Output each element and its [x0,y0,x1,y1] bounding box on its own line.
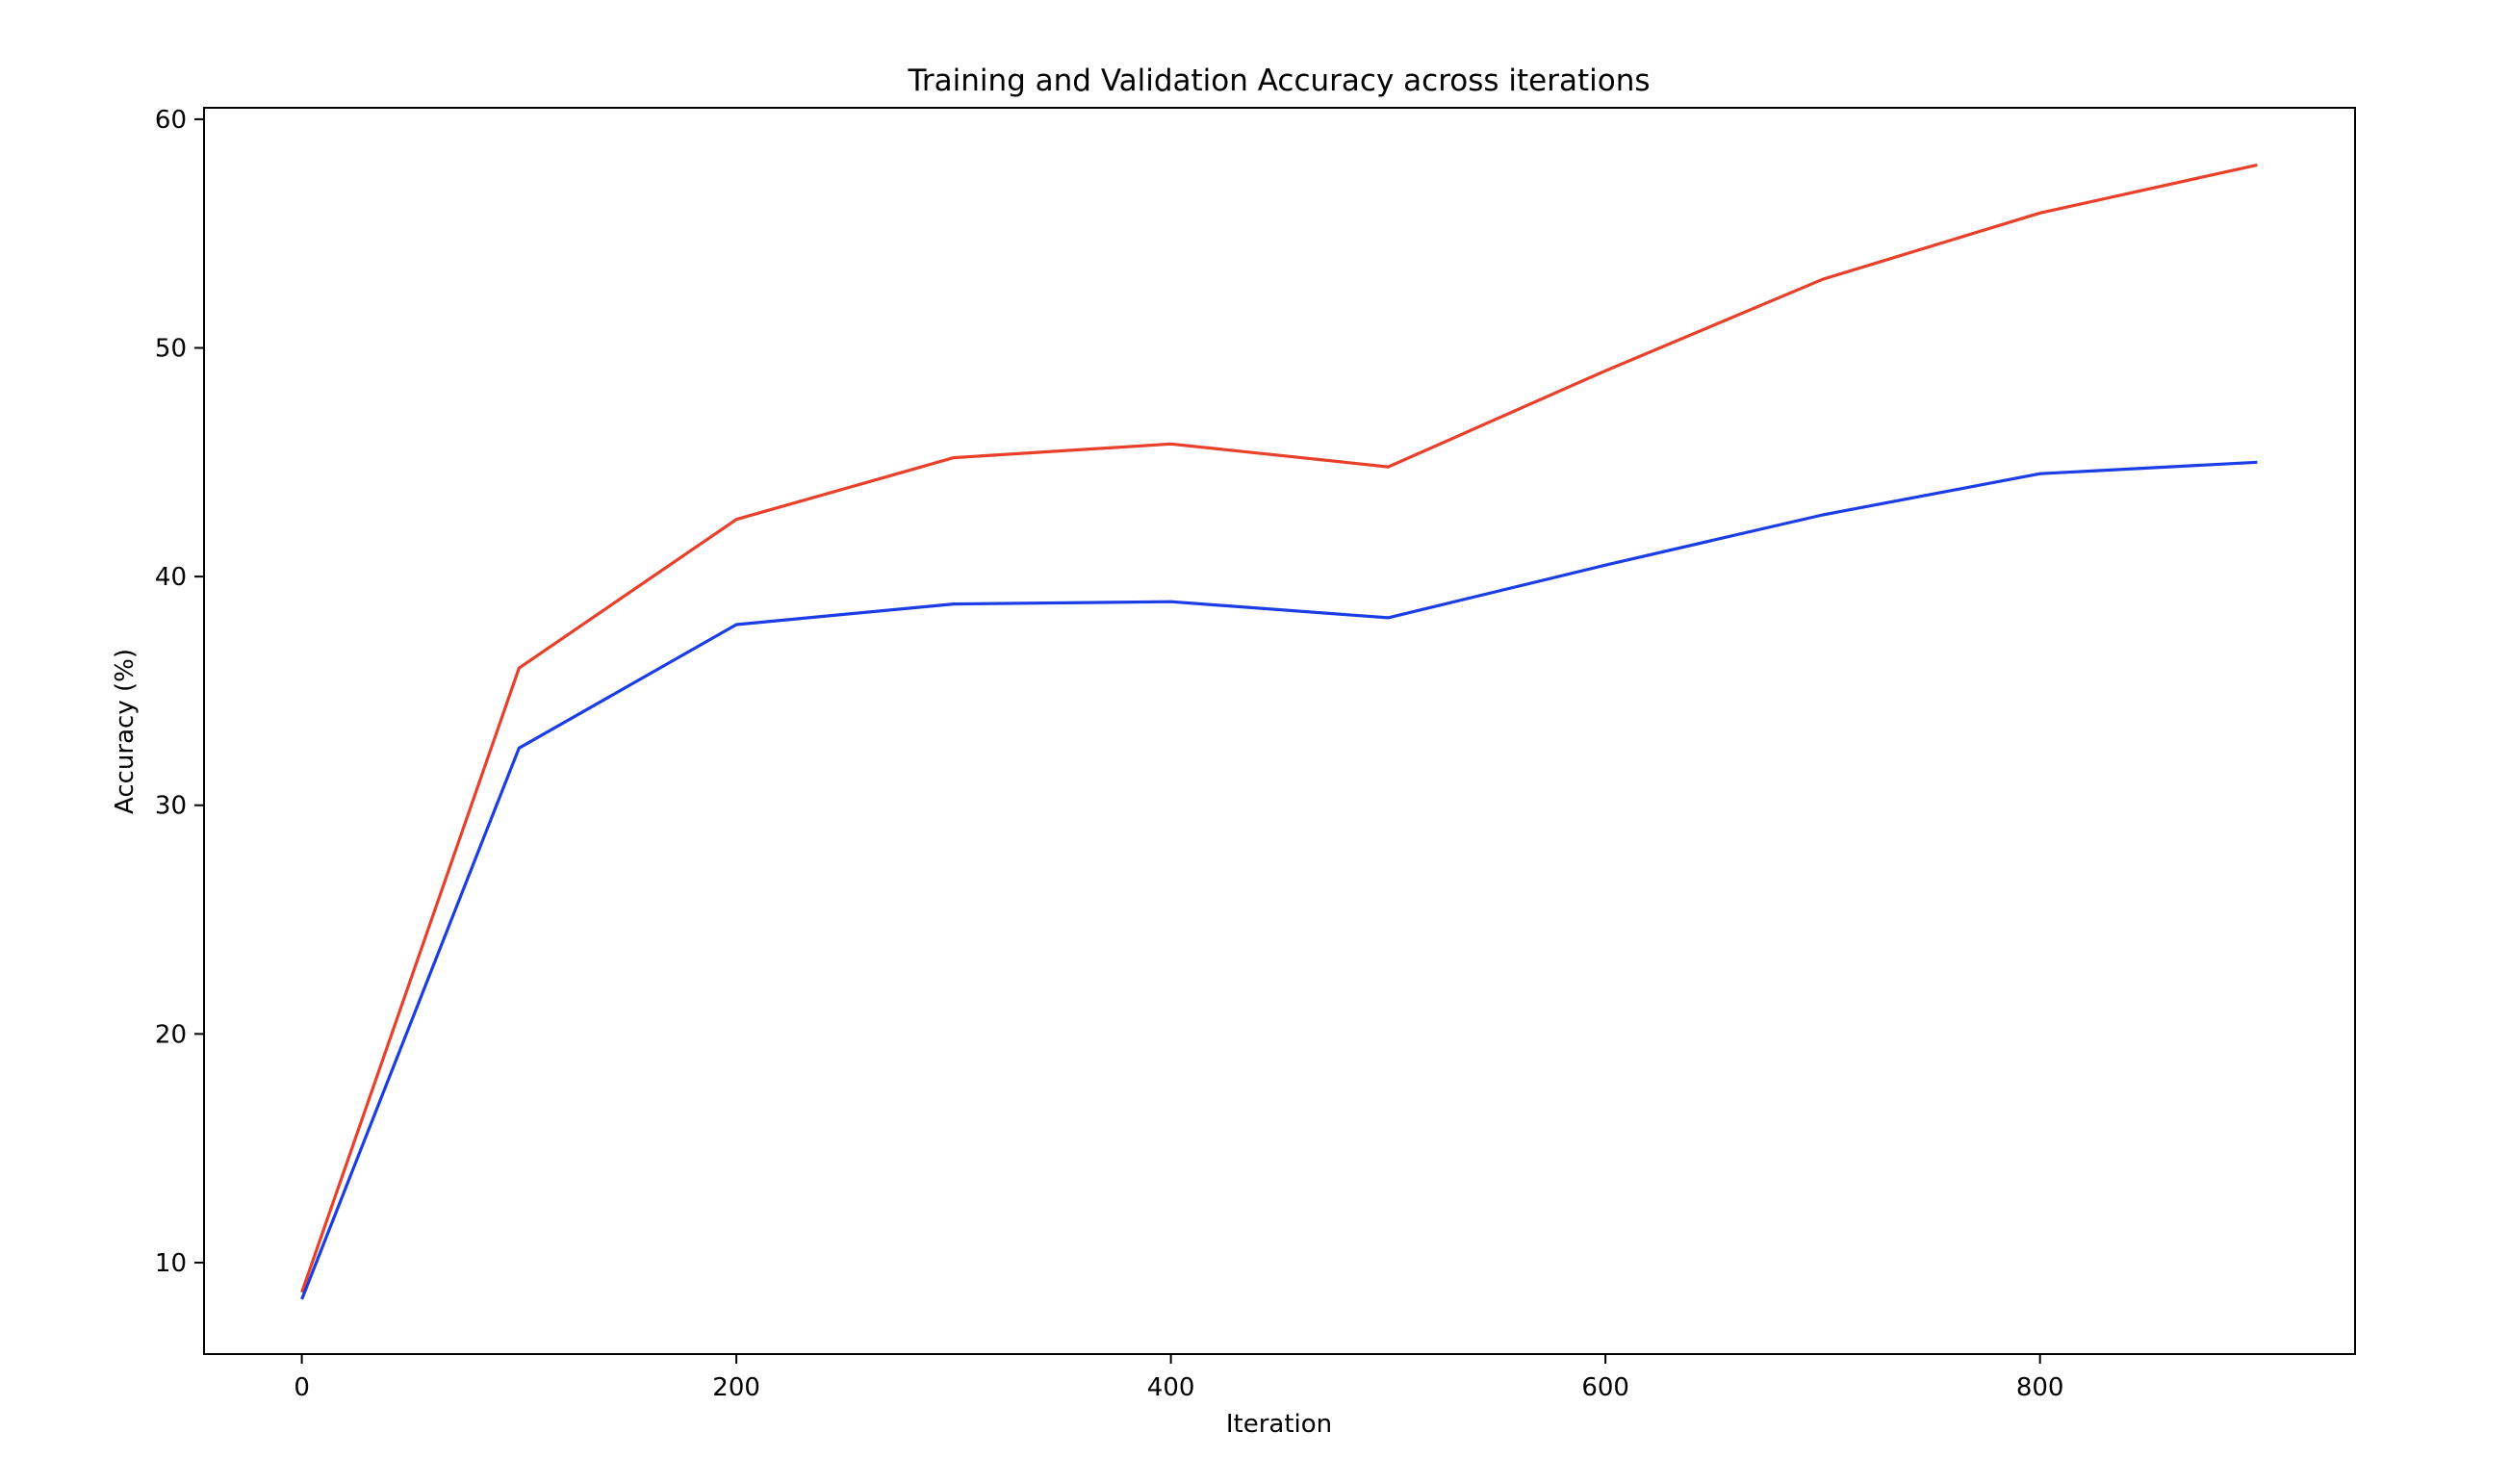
y-tick-label: 60 [155,106,187,135]
y-tick-label: 10 [155,1249,187,1278]
series-line-1 [300,163,2258,1293]
y-tick-label: 20 [155,1020,187,1049]
y-axis-label: Accuracy (%) [111,649,140,814]
chart-title: Training and Validation Accuracy across … [907,64,1650,98]
series-line-2 [300,460,2258,1300]
x-axis: 0 200 400 600 800 [294,1354,2063,1402]
y-axis: 10 20 30 40 50 60 [155,106,204,1278]
x-tick-label: 400 [1147,1373,1195,1402]
y-tick-label: 50 [155,334,187,363]
plot-area-frame [203,107,2356,1355]
x-tick-label: 0 [294,1373,310,1402]
series-layer [300,163,2258,1300]
x-tick-label: 800 [2016,1373,2064,1402]
y-tick-label: 40 [155,563,187,592]
x-axis-label: Iteration [1226,1410,1332,1439]
x-tick-label: 600 [1581,1373,1629,1402]
x-tick-label: 200 [712,1373,760,1402]
y-tick-label: 30 [155,792,187,821]
